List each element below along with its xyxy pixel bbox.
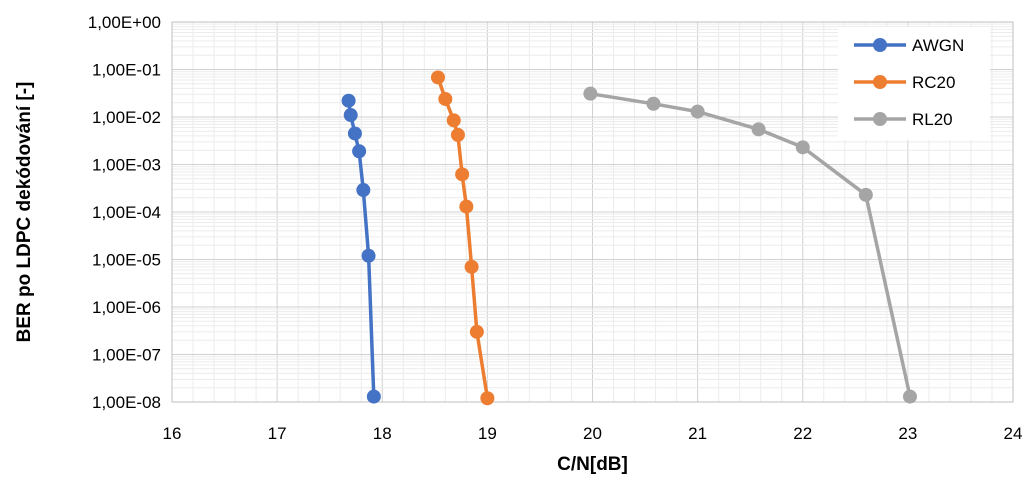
series-rl20 — [583, 86, 917, 404]
data-point — [902, 389, 917, 404]
legend-marker — [873, 75, 887, 89]
y-tick-label: 1,00E-02 — [92, 108, 161, 127]
y-tick-label: 1,00E-05 — [92, 251, 161, 270]
x-tick-label: 20 — [583, 424, 602, 443]
data-point — [438, 91, 453, 106]
data-point — [464, 259, 479, 274]
x-tick-label: 22 — [793, 424, 812, 443]
data-point — [646, 96, 661, 111]
y-tick-label: 1,00E-06 — [92, 298, 161, 317]
x-tick-label: 17 — [268, 424, 287, 443]
legend-label: RC20 — [912, 73, 955, 92]
x-tick-label: 24 — [1004, 424, 1023, 443]
data-point — [343, 108, 358, 123]
series-awgn — [341, 93, 381, 404]
x-axis-ticks: 16 17 18 19 20 21 22 23 24 — [163, 424, 1023, 443]
legend-item-awgn: AWGN — [854, 36, 964, 55]
data-point — [356, 183, 371, 198]
plot-area-frame — [171, 21, 1014, 403]
x-tick-label: 23 — [898, 424, 917, 443]
legend-item-rc20: RC20 — [854, 73, 955, 92]
legend-label: RL20 — [912, 110, 953, 129]
data-point — [341, 93, 356, 108]
series-rc20 — [430, 70, 495, 406]
legend-marker — [873, 38, 887, 52]
data-point — [459, 199, 474, 214]
data-point — [450, 127, 465, 142]
x-axis-title: C/N[dB] — [557, 454, 628, 475]
x-tick-label: 16 — [163, 424, 182, 443]
data-point — [430, 70, 445, 85]
data-point — [455, 167, 470, 182]
series-group — [341, 70, 917, 406]
legend: AWGN RC20 RL20 — [838, 27, 990, 140]
data-point — [583, 86, 598, 101]
y-tick-label: 1,00E-04 — [92, 203, 161, 222]
data-point — [480, 391, 495, 406]
data-point — [795, 140, 810, 155]
data-point — [469, 324, 484, 339]
data-point — [690, 104, 705, 119]
y-tick-label: 1,00E+00 — [88, 13, 161, 32]
data-point — [751, 122, 766, 137]
legend-label: AWGN — [912, 36, 964, 55]
data-point — [366, 389, 381, 404]
x-tick-label: 21 — [688, 424, 707, 443]
y-axis-ticks: 1,00E+00 1,00E-01 1,00E-02 1,00E-03 1,00E-04… — [88, 13, 161, 412]
y-tick-label: 1,00E-07 — [92, 346, 161, 365]
y-axis-title: BER po LDPC dekódování [-] — [14, 82, 35, 343]
x-tick-label: 19 — [478, 424, 497, 443]
data-point — [446, 113, 461, 128]
y-tick-label: 1,00E-03 — [92, 156, 161, 175]
x-tick-label: 18 — [373, 424, 392, 443]
data-point — [361, 248, 376, 263]
y-tick-label: 1,00E-01 — [92, 61, 161, 80]
data-point — [352, 144, 367, 159]
legend-item-rl20: RL20 — [854, 110, 953, 129]
y-tick-label: 1,00E-08 — [92, 393, 161, 412]
legend-marker — [873, 112, 887, 126]
data-point — [858, 187, 873, 202]
data-point — [347, 126, 362, 141]
